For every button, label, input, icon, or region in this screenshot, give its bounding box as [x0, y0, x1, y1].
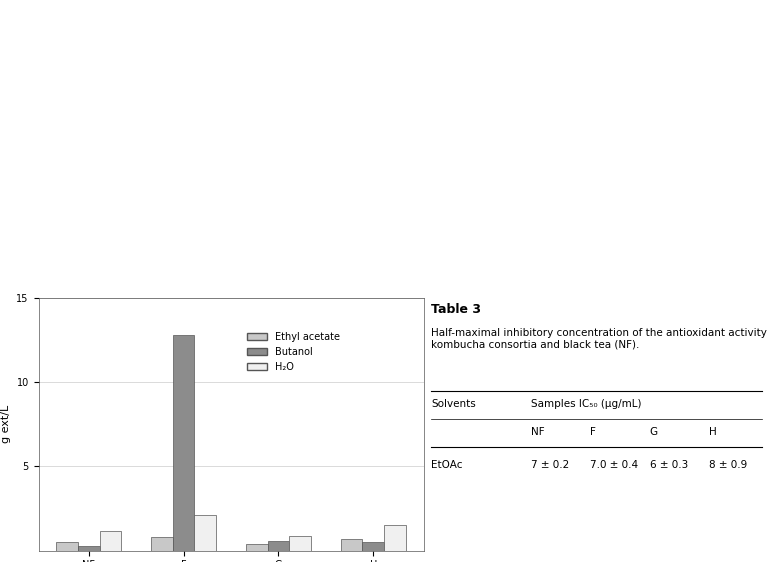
Text: 7.0 ± 0.4: 7.0 ± 0.4 — [590, 460, 638, 470]
Text: 8 ± 0.9: 8 ± 0.9 — [709, 460, 748, 470]
Bar — [151, 537, 172, 551]
Text: 6 ± 0.3: 6 ± 0.3 — [650, 460, 688, 470]
Bar — [363, 542, 384, 551]
Text: Half-maximal inhibitory concentration of the antioxidant activity of three
kombu: Half-maximal inhibitory concentration of… — [431, 328, 770, 350]
Bar — [384, 525, 406, 551]
Legend: Ethyl acetate, Butanol, H₂O: Ethyl acetate, Butanol, H₂O — [243, 328, 343, 375]
Text: 7 ± 0.2: 7 ± 0.2 — [531, 460, 569, 470]
Bar — [268, 541, 290, 551]
Text: EtOAc: EtOAc — [431, 460, 463, 470]
Bar — [56, 542, 78, 551]
Bar — [99, 531, 121, 551]
Text: H: H — [709, 427, 717, 437]
Text: F: F — [590, 427, 596, 437]
Bar — [78, 546, 99, 551]
Bar — [341, 539, 363, 551]
Text: Samples IC₅₀ (μg/mL): Samples IC₅₀ (μg/mL) — [531, 399, 641, 409]
Text: G: G — [650, 427, 658, 437]
Text: Table 3: Table 3 — [431, 303, 481, 316]
Y-axis label: g ext/L: g ext/L — [1, 405, 11, 443]
Bar — [194, 515, 216, 551]
Bar — [246, 544, 268, 551]
Bar — [172, 335, 194, 551]
Text: Solvents: Solvents — [431, 399, 476, 409]
Text: NF: NF — [531, 427, 544, 437]
Bar — [290, 536, 311, 551]
